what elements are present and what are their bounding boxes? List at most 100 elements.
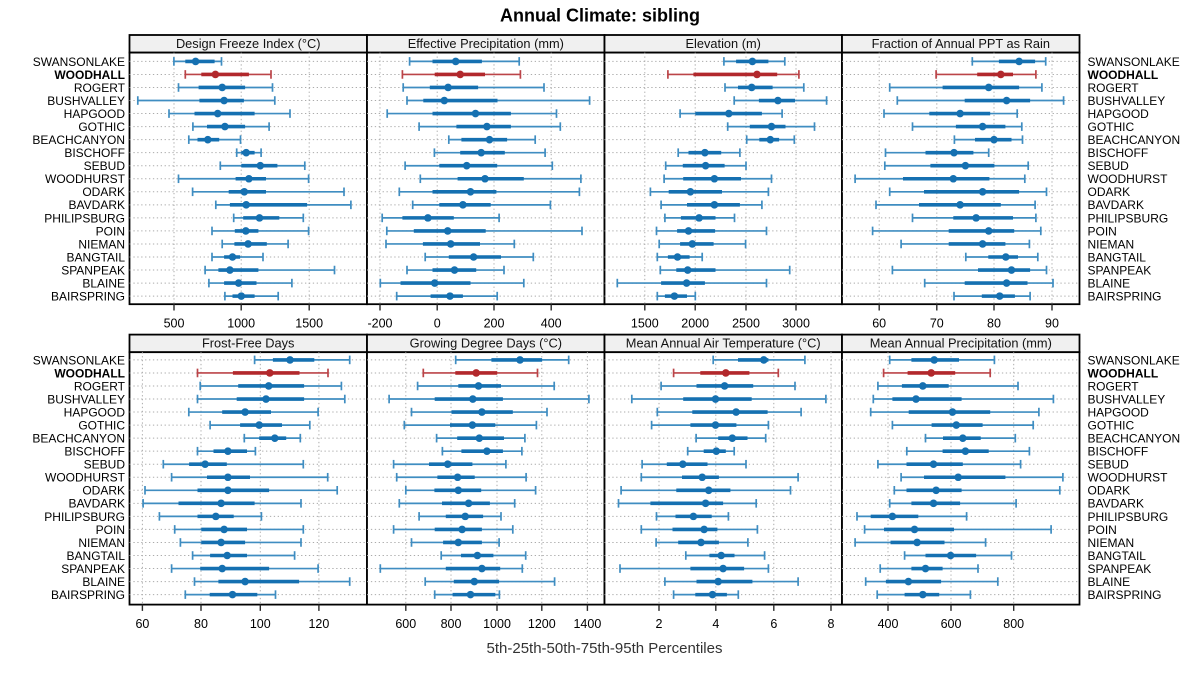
svg-text:0: 0 <box>434 317 441 331</box>
svg-text:HAPGOOD: HAPGOOD <box>1088 405 1150 419</box>
svg-text:WOODHALL: WOODHALL <box>1088 68 1159 82</box>
svg-text:WOODHALL: WOODHALL <box>54 366 125 380</box>
svg-text:POIN: POIN <box>96 523 125 537</box>
svg-text:PHILIPSBURG: PHILIPSBURG <box>1088 510 1169 524</box>
svg-text:BAVDARK: BAVDARK <box>1088 198 1144 212</box>
svg-text:NIEMAN: NIEMAN <box>1088 536 1135 550</box>
svg-text:ODARK: ODARK <box>82 484 125 498</box>
svg-text:5th-25th-50th-75th-95th Percen: 5th-25th-50th-75th-95th Percentiles <box>487 640 723 657</box>
svg-text:BANGTAIL: BANGTAIL <box>67 250 126 264</box>
svg-text:1500: 1500 <box>631 317 659 331</box>
svg-text:600: 600 <box>941 617 962 631</box>
svg-text:SPANPEAK: SPANPEAK <box>61 562 125 576</box>
svg-text:100: 100 <box>250 617 271 631</box>
svg-text:SPANPEAK: SPANPEAK <box>61 263 125 277</box>
svg-text:1200: 1200 <box>528 617 556 631</box>
svg-text:BUSHVALLEY: BUSHVALLEY <box>47 94 125 108</box>
svg-text:BEACHCANYON: BEACHCANYON <box>32 432 125 446</box>
svg-text:BISCHOFF: BISCHOFF <box>1088 146 1149 160</box>
svg-text:600: 600 <box>395 617 416 631</box>
svg-text:60: 60 <box>135 617 149 631</box>
svg-text:WOODHALL: WOODHALL <box>1088 366 1159 380</box>
svg-text:Fraction of Annual PPT as Rain: Fraction of Annual PPT as Rain <box>872 36 1050 51</box>
svg-text:-200: -200 <box>367 317 392 331</box>
svg-text:8: 8 <box>828 617 835 631</box>
svg-text:SWANSONLAKE: SWANSONLAKE <box>1088 353 1180 367</box>
svg-text:BEACHCANYON: BEACHCANYON <box>1088 432 1181 446</box>
svg-text:500: 500 <box>164 317 185 331</box>
svg-text:BAIRSPRING: BAIRSPRING <box>1088 290 1162 304</box>
svg-text:PHILIPSBURG: PHILIPSBURG <box>44 510 125 524</box>
svg-text:BANGTAIL: BANGTAIL <box>67 549 126 563</box>
svg-text:90: 90 <box>1045 317 1059 331</box>
svg-text:1000: 1000 <box>227 317 255 331</box>
svg-text:POIN: POIN <box>96 224 125 238</box>
svg-text:SEBUD: SEBUD <box>1088 159 1130 173</box>
svg-text:ROGERT: ROGERT <box>74 81 126 95</box>
svg-text:BAIRSPRING: BAIRSPRING <box>51 290 125 304</box>
svg-text:120: 120 <box>308 617 329 631</box>
svg-text:6: 6 <box>770 617 777 631</box>
svg-text:1000: 1000 <box>483 617 511 631</box>
svg-text:SWANSONLAKE: SWANSONLAKE <box>33 353 125 367</box>
svg-text:BLAINE: BLAINE <box>1088 575 1131 589</box>
svg-text:GOTHIC: GOTHIC <box>1088 419 1135 433</box>
svg-text:3000: 3000 <box>782 317 810 331</box>
svg-text:WOODHALL: WOODHALL <box>54 68 125 82</box>
svg-text:WOODHURST: WOODHURST <box>1088 471 1169 485</box>
svg-text:Annual Climate: sibling: Annual Climate: sibling <box>500 6 700 26</box>
svg-text:SWANSONLAKE: SWANSONLAKE <box>33 55 125 69</box>
svg-text:BAVDARK: BAVDARK <box>69 497 125 511</box>
svg-text:SEBUD: SEBUD <box>84 458 126 472</box>
svg-text:BEACHCANYON: BEACHCANYON <box>1088 133 1181 147</box>
svg-text:ODARK: ODARK <box>82 185 125 199</box>
svg-text:BUSHVALLEY: BUSHVALLEY <box>47 392 125 406</box>
svg-text:BAVDARK: BAVDARK <box>69 198 125 212</box>
svg-text:POIN: POIN <box>1088 523 1117 537</box>
svg-text:BUSHVALLEY: BUSHVALLEY <box>1088 94 1166 108</box>
svg-text:GOTHIC: GOTHIC <box>78 120 125 134</box>
svg-text:BAIRSPRING: BAIRSPRING <box>1088 588 1162 602</box>
svg-text:Growing Degree Days (°C): Growing Degree Days (°C) <box>410 336 562 351</box>
svg-text:NIEMAN: NIEMAN <box>1088 237 1135 251</box>
svg-text:BAVDARK: BAVDARK <box>1088 497 1144 511</box>
svg-text:BAIRSPRING: BAIRSPRING <box>51 588 125 602</box>
svg-text:BISCHOFF: BISCHOFF <box>64 445 125 459</box>
svg-text:PHILIPSBURG: PHILIPSBURG <box>1088 211 1169 225</box>
svg-text:200: 200 <box>484 317 505 331</box>
svg-text:ROGERT: ROGERT <box>74 379 126 393</box>
svg-text:HAPGOOD: HAPGOOD <box>64 107 126 121</box>
svg-text:ODARK: ODARK <box>1088 185 1131 199</box>
svg-text:SPANPEAK: SPANPEAK <box>1088 263 1152 277</box>
svg-text:2500: 2500 <box>732 317 760 331</box>
svg-text:SEBUD: SEBUD <box>84 159 126 173</box>
svg-text:ROGERT: ROGERT <box>1088 81 1140 95</box>
svg-text:BLAINE: BLAINE <box>82 575 125 589</box>
svg-text:GOTHIC: GOTHIC <box>1088 120 1135 134</box>
svg-text:PHILIPSBURG: PHILIPSBURG <box>44 211 125 225</box>
svg-text:GOTHIC: GOTHIC <box>78 419 125 433</box>
svg-text:1400: 1400 <box>573 617 601 631</box>
svg-text:ODARK: ODARK <box>1088 484 1131 498</box>
svg-text:800: 800 <box>441 617 462 631</box>
svg-text:HAPGOOD: HAPGOOD <box>64 405 126 419</box>
svg-text:BANGTAIL: BANGTAIL <box>1088 549 1147 563</box>
svg-text:400: 400 <box>878 617 899 631</box>
svg-text:POIN: POIN <box>1088 224 1117 238</box>
svg-text:1500: 1500 <box>295 317 323 331</box>
svg-text:Elevation (m): Elevation (m) <box>686 36 761 51</box>
svg-text:SEBUD: SEBUD <box>1088 458 1130 472</box>
svg-text:80: 80 <box>194 617 208 631</box>
svg-text:2: 2 <box>656 617 663 631</box>
svg-text:400: 400 <box>541 317 562 331</box>
svg-text:NIEMAN: NIEMAN <box>78 536 125 550</box>
svg-text:60: 60 <box>872 317 886 331</box>
svg-text:NIEMAN: NIEMAN <box>78 237 125 251</box>
svg-text:Effective Precipitation (mm): Effective Precipitation (mm) <box>408 36 564 51</box>
svg-text:800: 800 <box>1003 617 1024 631</box>
svg-text:80: 80 <box>987 317 1001 331</box>
svg-text:BLAINE: BLAINE <box>1088 276 1131 290</box>
svg-text:2000: 2000 <box>681 317 709 331</box>
svg-text:Mean Annual Air Temperature (°: Mean Annual Air Temperature (°C) <box>626 336 821 351</box>
svg-text:ROGERT: ROGERT <box>1088 379 1140 393</box>
